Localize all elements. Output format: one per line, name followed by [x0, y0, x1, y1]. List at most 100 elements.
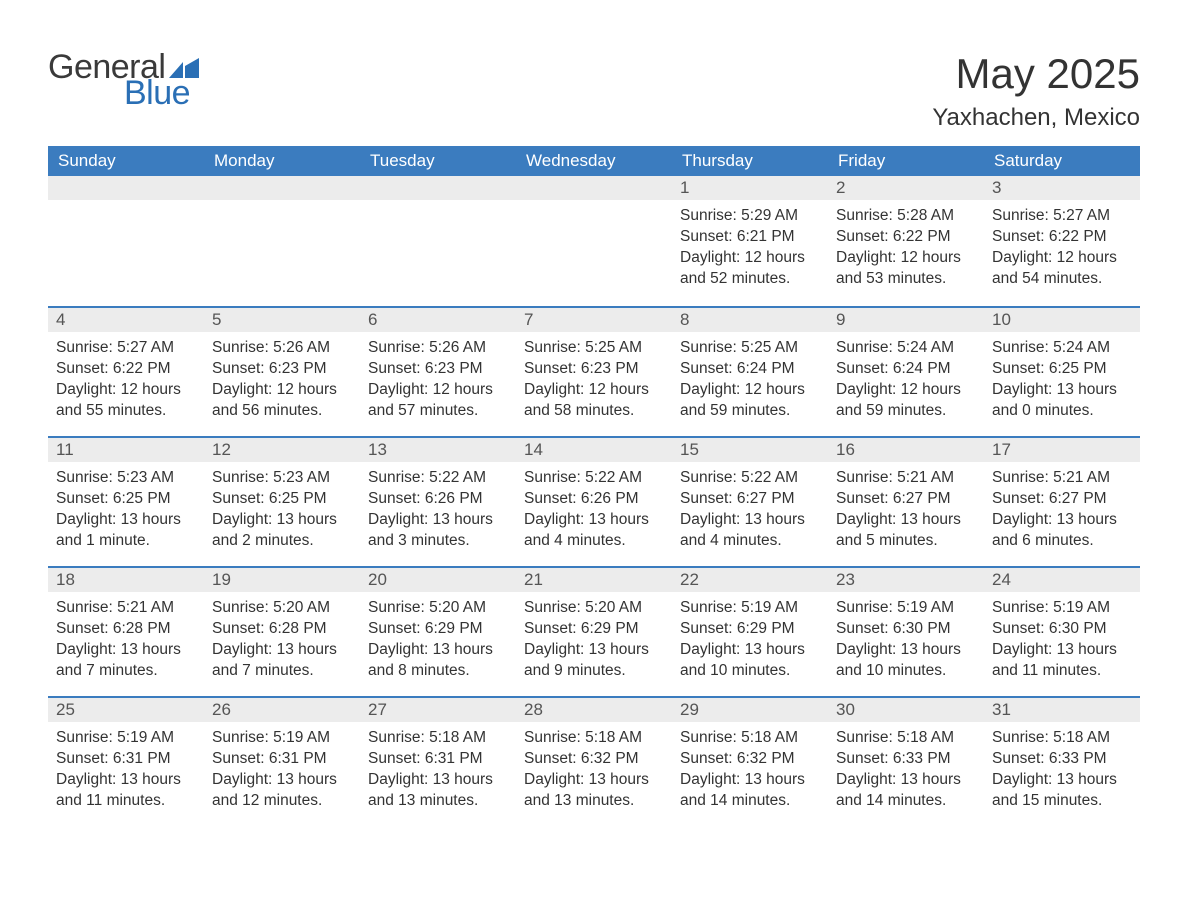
sunset-line: Sunset: 6:27 PM — [680, 489, 820, 510]
daylight-line: Daylight: 13 hours and 4 minutes. — [524, 510, 664, 552]
day-body: Sunrise: 5:19 AMSunset: 6:30 PMDaylight:… — [984, 592, 1140, 696]
sunrise-line: Sunrise: 5:24 AM — [836, 338, 976, 359]
week-row: 25Sunrise: 5:19 AMSunset: 6:31 PMDayligh… — [48, 696, 1140, 826]
daylight-line: Daylight: 13 hours and 11 minutes. — [56, 770, 196, 812]
sunset-line: Sunset: 6:27 PM — [992, 489, 1132, 510]
sunrise-line: Sunrise: 5:19 AM — [212, 728, 352, 749]
day-body: Sunrise: 5:18 AMSunset: 6:33 PMDaylight:… — [984, 722, 1140, 826]
day-cell: 4Sunrise: 5:27 AMSunset: 6:22 PMDaylight… — [48, 308, 204, 436]
daylight-line: Daylight: 13 hours and 13 minutes. — [368, 770, 508, 812]
sunrise-line: Sunrise: 5:18 AM — [368, 728, 508, 749]
day-cell: 12Sunrise: 5:23 AMSunset: 6:25 PMDayligh… — [204, 438, 360, 566]
sunset-line: Sunset: 6:32 PM — [524, 749, 664, 770]
sunrise-line: Sunrise: 5:21 AM — [992, 468, 1132, 489]
day-number: 14 — [516, 438, 672, 462]
sunrise-line: Sunrise: 5:19 AM — [836, 598, 976, 619]
day-number: 30 — [828, 698, 984, 722]
day-body: Sunrise: 5:27 AMSunset: 6:22 PMDaylight:… — [984, 200, 1140, 304]
day-number: 10 — [984, 308, 1140, 332]
day-number: 4 — [48, 308, 204, 332]
sunset-line: Sunset: 6:22 PM — [836, 227, 976, 248]
week-row: 1Sunrise: 5:29 AMSunset: 6:21 PMDaylight… — [48, 176, 1140, 306]
day-body: Sunrise: 5:20 AMSunset: 6:29 PMDaylight:… — [360, 592, 516, 696]
day-body: Sunrise: 5:19 AMSunset: 6:31 PMDaylight:… — [48, 722, 204, 826]
day-cell: 24Sunrise: 5:19 AMSunset: 6:30 PMDayligh… — [984, 568, 1140, 696]
sunset-line: Sunset: 6:22 PM — [56, 359, 196, 380]
day-body: Sunrise: 5:20 AMSunset: 6:29 PMDaylight:… — [516, 592, 672, 696]
sunrise-line: Sunrise: 5:26 AM — [212, 338, 352, 359]
day-cell: 3Sunrise: 5:27 AMSunset: 6:22 PMDaylight… — [984, 176, 1140, 306]
dow-friday: Friday — [828, 146, 984, 176]
day-body: Sunrise: 5:18 AMSunset: 6:33 PMDaylight:… — [828, 722, 984, 826]
day-body: Sunrise: 5:25 AMSunset: 6:23 PMDaylight:… — [516, 332, 672, 436]
sunrise-line: Sunrise: 5:23 AM — [56, 468, 196, 489]
empty-cell — [204, 176, 360, 306]
sunrise-line: Sunrise: 5:20 AM — [524, 598, 664, 619]
day-cell: 9Sunrise: 5:24 AMSunset: 6:24 PMDaylight… — [828, 308, 984, 436]
sunrise-line: Sunrise: 5:22 AM — [680, 468, 820, 489]
daylight-line: Daylight: 13 hours and 7 minutes. — [212, 640, 352, 682]
day-number: 12 — [204, 438, 360, 462]
sunset-line: Sunset: 6:26 PM — [524, 489, 664, 510]
sunrise-line: Sunrise: 5:19 AM — [992, 598, 1132, 619]
day-body: Sunrise: 5:19 AMSunset: 6:29 PMDaylight:… — [672, 592, 828, 696]
day-body: Sunrise: 5:23 AMSunset: 6:25 PMDaylight:… — [48, 462, 204, 566]
sunrise-line: Sunrise: 5:29 AM — [680, 206, 820, 227]
day-body: Sunrise: 5:18 AMSunset: 6:32 PMDaylight:… — [516, 722, 672, 826]
day-number: 27 — [360, 698, 516, 722]
dow-tuesday: Tuesday — [360, 146, 516, 176]
sunrise-line: Sunrise: 5:20 AM — [368, 598, 508, 619]
daylight-line: Daylight: 13 hours and 12 minutes. — [212, 770, 352, 812]
day-number: 31 — [984, 698, 1140, 722]
day-number: 21 — [516, 568, 672, 592]
daylight-line: Daylight: 13 hours and 9 minutes. — [524, 640, 664, 682]
sunset-line: Sunset: 6:28 PM — [56, 619, 196, 640]
day-body: Sunrise: 5:19 AMSunset: 6:31 PMDaylight:… — [204, 722, 360, 826]
sunset-line: Sunset: 6:21 PM — [680, 227, 820, 248]
day-cell: 18Sunrise: 5:21 AMSunset: 6:28 PMDayligh… — [48, 568, 204, 696]
daylight-line: Daylight: 13 hours and 2 minutes. — [212, 510, 352, 552]
sunrise-line: Sunrise: 5:28 AM — [836, 206, 976, 227]
day-number: 5 — [204, 308, 360, 332]
sunset-line: Sunset: 6:27 PM — [836, 489, 976, 510]
day-body: Sunrise: 5:26 AMSunset: 6:23 PMDaylight:… — [204, 332, 360, 436]
day-number: 18 — [48, 568, 204, 592]
daylight-line: Daylight: 13 hours and 7 minutes. — [56, 640, 196, 682]
day-number: 11 — [48, 438, 204, 462]
day-body: Sunrise: 5:22 AMSunset: 6:26 PMDaylight:… — [360, 462, 516, 566]
day-body: Sunrise: 5:24 AMSunset: 6:25 PMDaylight:… — [984, 332, 1140, 436]
empty-daynum — [360, 176, 516, 200]
week-row: 4Sunrise: 5:27 AMSunset: 6:22 PMDaylight… — [48, 306, 1140, 436]
day-number: 6 — [360, 308, 516, 332]
daylight-line: Daylight: 13 hours and 5 minutes. — [836, 510, 976, 552]
sunset-line: Sunset: 6:31 PM — [368, 749, 508, 770]
sunrise-line: Sunrise: 5:18 AM — [680, 728, 820, 749]
day-number: 25 — [48, 698, 204, 722]
sunset-line: Sunset: 6:26 PM — [368, 489, 508, 510]
week-row: 18Sunrise: 5:21 AMSunset: 6:28 PMDayligh… — [48, 566, 1140, 696]
day-number: 23 — [828, 568, 984, 592]
sunset-line: Sunset: 6:24 PM — [836, 359, 976, 380]
day-cell: 29Sunrise: 5:18 AMSunset: 6:32 PMDayligh… — [672, 698, 828, 826]
sunrise-line: Sunrise: 5:22 AM — [368, 468, 508, 489]
empty-daynum — [48, 176, 204, 200]
sunset-line: Sunset: 6:24 PM — [680, 359, 820, 380]
calendar: SundayMondayTuesdayWednesdayThursdayFrid… — [48, 146, 1140, 826]
daylight-line: Daylight: 13 hours and 8 minutes. — [368, 640, 508, 682]
sunrise-line: Sunrise: 5:25 AM — [680, 338, 820, 359]
day-cell: 17Sunrise: 5:21 AMSunset: 6:27 PMDayligh… — [984, 438, 1140, 566]
day-number: 15 — [672, 438, 828, 462]
sunrise-line: Sunrise: 5:18 AM — [524, 728, 664, 749]
daylight-line: Daylight: 13 hours and 11 minutes. — [992, 640, 1132, 682]
day-body: Sunrise: 5:25 AMSunset: 6:24 PMDaylight:… — [672, 332, 828, 436]
sunset-line: Sunset: 6:30 PM — [992, 619, 1132, 640]
day-cell: 2Sunrise: 5:28 AMSunset: 6:22 PMDaylight… — [828, 176, 984, 306]
day-cell: 22Sunrise: 5:19 AMSunset: 6:29 PMDayligh… — [672, 568, 828, 696]
day-body: Sunrise: 5:28 AMSunset: 6:22 PMDaylight:… — [828, 200, 984, 304]
sunset-line: Sunset: 6:33 PM — [836, 749, 976, 770]
day-number: 17 — [984, 438, 1140, 462]
sunset-line: Sunset: 6:23 PM — [524, 359, 664, 380]
empty-cell — [516, 176, 672, 306]
day-number: 26 — [204, 698, 360, 722]
day-cell: 7Sunrise: 5:25 AMSunset: 6:23 PMDaylight… — [516, 308, 672, 436]
